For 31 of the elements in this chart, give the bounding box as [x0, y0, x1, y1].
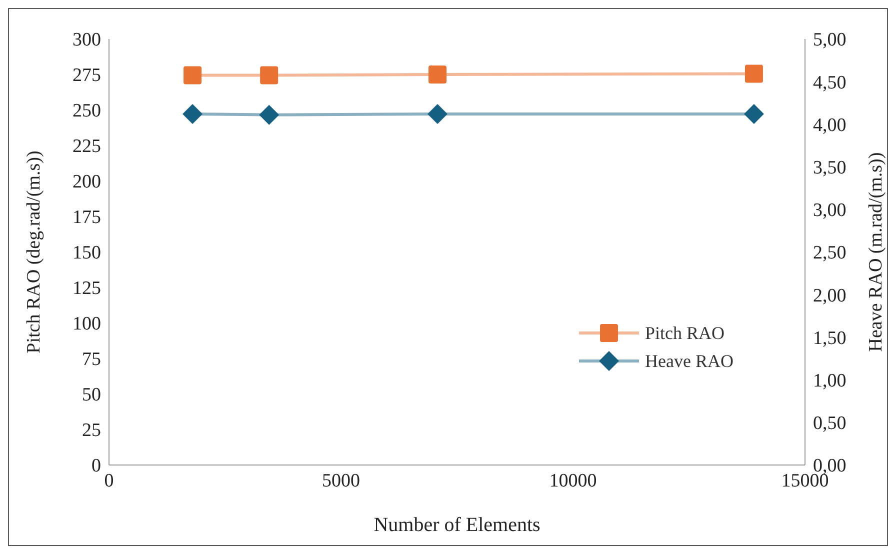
y2-tick-label: 2,00	[813, 285, 846, 306]
y-tick-label: 0	[92, 456, 101, 477]
y2-tick-label: 2,50	[813, 242, 846, 264]
y2-tick-label: 1,50	[813, 328, 846, 349]
x-axis-title: Number of Elements	[374, 514, 541, 536]
legend-label: Pitch RAO	[645, 322, 725, 344]
y2-tick-label: 0,50	[813, 413, 846, 434]
y-tick-label: 225	[72, 136, 101, 158]
y-tick-label: 100	[72, 314, 101, 335]
y-tick-label: 175	[72, 207, 101, 228]
y2-tick-label: 5,00	[813, 30, 846, 51]
y-tick-label: 150	[72, 242, 101, 264]
x-tick-label: 5000	[322, 470, 360, 492]
legend-label: Heave RAO	[645, 350, 734, 372]
y-tick-label: 250	[72, 100, 101, 122]
y-axis-title: Pitch RAO (deg.rad/(m.s))	[24, 150, 45, 354]
y2-tick-label: 3,00	[813, 200, 846, 222]
x-tick-label: 10000	[549, 470, 597, 492]
y-tick-label: 275	[72, 65, 101, 86]
y-tick-label: 125	[72, 278, 101, 300]
y-tick-label: 75	[82, 349, 101, 370]
y-tick-label: 25	[82, 420, 101, 442]
y-tick-label: 300	[72, 30, 101, 51]
y2-tick-label: 1,00	[813, 370, 846, 392]
y2-tick-label: 3,50	[813, 158, 846, 179]
y2-tick-label: 4,00	[813, 114, 846, 136]
y-tick-label: 50	[82, 384, 101, 406]
y2-tick-label: 4,50	[813, 72, 846, 94]
x-tick-label: 0	[104, 470, 114, 492]
y-tick-label: 200	[72, 172, 101, 193]
y2-axis-title: Heave RAO (m.rad/(m.s))	[866, 152, 887, 352]
